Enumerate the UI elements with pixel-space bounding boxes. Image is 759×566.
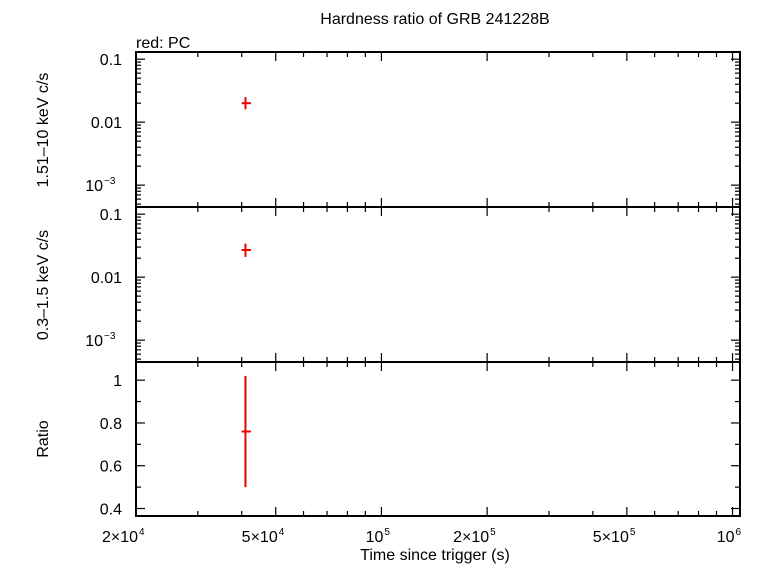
x-tick-label: 10 6	[717, 527, 742, 546]
x-tick-label-exponent: 4	[139, 527, 145, 538]
y-axis-label-hard: 1.51–10 keV c/s	[35, 73, 52, 188]
y-tick-label: 0.1	[100, 52, 122, 69]
y-axis-label-ratio: Ratio	[35, 420, 52, 457]
x-tick-label-base: 2×10	[102, 529, 138, 546]
y-axis-label-soft: 0.3–1.5 keV c/s	[35, 230, 52, 340]
x-tick-label: 5×10 4	[242, 527, 285, 546]
panel-frame	[135, 361, 741, 517]
panel-frame	[135, 206, 741, 363]
x-tick-label-base: 5×10	[242, 529, 278, 546]
x-tick-label-base: 10	[366, 529, 384, 546]
chart-title: Hardness ratio of GRB 241228B	[320, 11, 549, 28]
y-tick-label: 0.1	[100, 207, 122, 224]
x-tick-label: 5×10 5	[593, 527, 636, 546]
y-tick-label: 0.4	[100, 502, 122, 519]
panel-frame	[135, 51, 741, 208]
x-tick-label-exponent: 5	[384, 527, 390, 538]
legend-text: red: PC	[136, 35, 190, 52]
x-tick-label-base: 5×10	[593, 529, 629, 546]
x-tick-label-exponent: 6	[736, 527, 742, 538]
y-tick-label-exponent: −3	[104, 331, 116, 342]
x-axis-label: Time since trigger (s)	[360, 547, 510, 564]
y-tick-label-exponent: −3	[104, 176, 116, 187]
y-tick-label-base: 10	[85, 333, 103, 350]
data-point-ratio	[241, 375, 251, 488]
panel-hard: 0.1 0.01 10 −3 1.51–10 keV c/s	[35, 51, 741, 208]
x-tick-label: 2×10 4	[102, 527, 145, 546]
x-tick-label-exponent: 5	[630, 527, 636, 538]
y-tick-label: 0.01	[91, 115, 122, 132]
panel-ratio: 1 0.8 0.6 0.4 Ratio	[35, 361, 741, 519]
x-tick-label-base: 2×10	[453, 529, 489, 546]
y-tick-label: 0.01	[91, 270, 122, 287]
y-tick-label: 0.6	[100, 459, 122, 476]
x-tick-label: 10 5	[366, 527, 391, 546]
panel-soft: 0.1 0.01 10 −3 0.3–1.5 keV c/s	[35, 206, 741, 363]
data-point-hard	[241, 97, 251, 110]
x-tick-label-exponent: 4	[279, 527, 285, 538]
y-tick-label: 1	[113, 373, 122, 390]
x-tick-label-base: 10	[717, 529, 735, 546]
y-tick-label: 0.8	[100, 416, 122, 433]
x-tick-label-exponent: 5	[490, 527, 496, 538]
x-tick-label: 2×10 5	[453, 527, 496, 546]
y-tick-label-base: 10	[85, 178, 103, 195]
data-point-soft	[241, 243, 251, 257]
